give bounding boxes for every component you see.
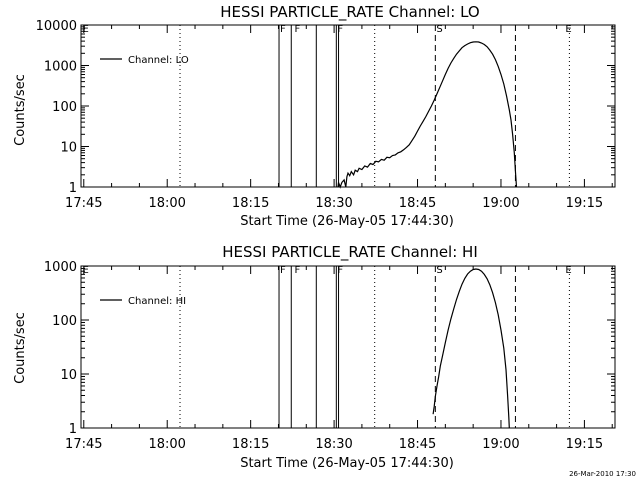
lo-y-tick-label: 10 bbox=[60, 141, 77, 156]
hi-x-tick-label: 19:15 bbox=[566, 437, 603, 452]
hi-x-tick-label: 19:00 bbox=[482, 437, 519, 452]
lo-y-tick-label: 100 bbox=[52, 100, 77, 115]
hi-y-axis-label: Counts/sec bbox=[13, 312, 28, 384]
lo-series-line bbox=[337, 41, 518, 189]
hi-y-tick-label: 1000 bbox=[44, 260, 77, 275]
lo-plot-area: 1 10 100 1000 10000 17:45 18:00 18:15 18:30 18:45… bbox=[36, 19, 616, 211]
hi-x-axis-label: Start Time (26-May-05 17:44:30) bbox=[240, 456, 454, 471]
lo-flag-label: F bbox=[280, 24, 286, 35]
lo-y-tick-label: 1 bbox=[69, 181, 77, 196]
hi-flag-label: E bbox=[565, 265, 571, 276]
lo-legend-label: Channel: LO bbox=[128, 55, 189, 66]
lo-x-tick-label: 18:30 bbox=[315, 196, 352, 211]
lo-flag-label: F bbox=[337, 24, 343, 35]
hi-flag-label: E bbox=[83, 265, 89, 276]
hi-y-tick-label: 10 bbox=[60, 368, 77, 383]
hi-x-tick-label: 18:30 bbox=[315, 437, 352, 452]
lo-x-tick-label: 18:15 bbox=[232, 196, 269, 211]
hi-flag-label: F bbox=[280, 265, 286, 276]
hi-plot-area: 1 10 100 1000 17:45 18:00 18:15 18:30 18:45 19:00… bbox=[44, 260, 616, 452]
hi-legend-label: Channel: HI bbox=[128, 296, 186, 307]
lo-channel-panel: HESSI PARTICLE_RATE Channel: LO 1 10 100 10… bbox=[13, 3, 616, 229]
lo-y-tick-label: 1000 bbox=[44, 60, 77, 75]
hi-axes-frame bbox=[80, 265, 616, 429]
lo-flag-label: F bbox=[294, 24, 300, 35]
hi-flag-label: S bbox=[436, 265, 442, 276]
lo-x-tick-label: 18:00 bbox=[148, 196, 185, 211]
lo-axes-frame bbox=[80, 24, 616, 188]
lo-x-tick-label: 17:45 bbox=[65, 196, 102, 211]
hi-series-line bbox=[432, 268, 510, 429]
lo-x-tick-label: 19:00 bbox=[482, 196, 519, 211]
hi-y-tick-label: 1 bbox=[69, 422, 77, 437]
hi-x-tick-label: 17:45 bbox=[65, 437, 102, 452]
hi-chart-title: HESSI PARTICLE_RATE Channel: HI bbox=[222, 243, 478, 262]
lo-flag-label: S bbox=[436, 24, 442, 35]
hi-x-tick-label: 18:00 bbox=[148, 437, 185, 452]
hi-y-tick-label: 100 bbox=[52, 314, 77, 329]
hi-x-tick-label: 18:45 bbox=[399, 437, 436, 452]
hi-flag-label: F bbox=[337, 265, 343, 276]
hi-flag-label: F bbox=[294, 265, 300, 276]
hi-channel-panel: HESSI PARTICLE_RATE Channel: HI 1 10 100 10… bbox=[13, 243, 616, 471]
lo-y-tick-label: 10000 bbox=[36, 19, 77, 34]
hi-x-tick-label: 18:15 bbox=[232, 437, 269, 452]
lo-x-tick-label: 18:45 bbox=[399, 196, 436, 211]
lo-flag-label: E bbox=[83, 24, 89, 35]
lo-y-axis-label: Counts/sec bbox=[13, 74, 28, 146]
footer-date: 26-Mar-2010 17:30 bbox=[569, 470, 636, 478]
lo-chart-title: HESSI PARTICLE_RATE Channel: LO bbox=[220, 3, 479, 22]
lo-flag-label: E bbox=[565, 24, 571, 35]
lo-x-axis-label: Start Time (26-May-05 17:44:30) bbox=[240, 214, 454, 229]
lo-x-tick-label: 19:15 bbox=[566, 196, 603, 211]
